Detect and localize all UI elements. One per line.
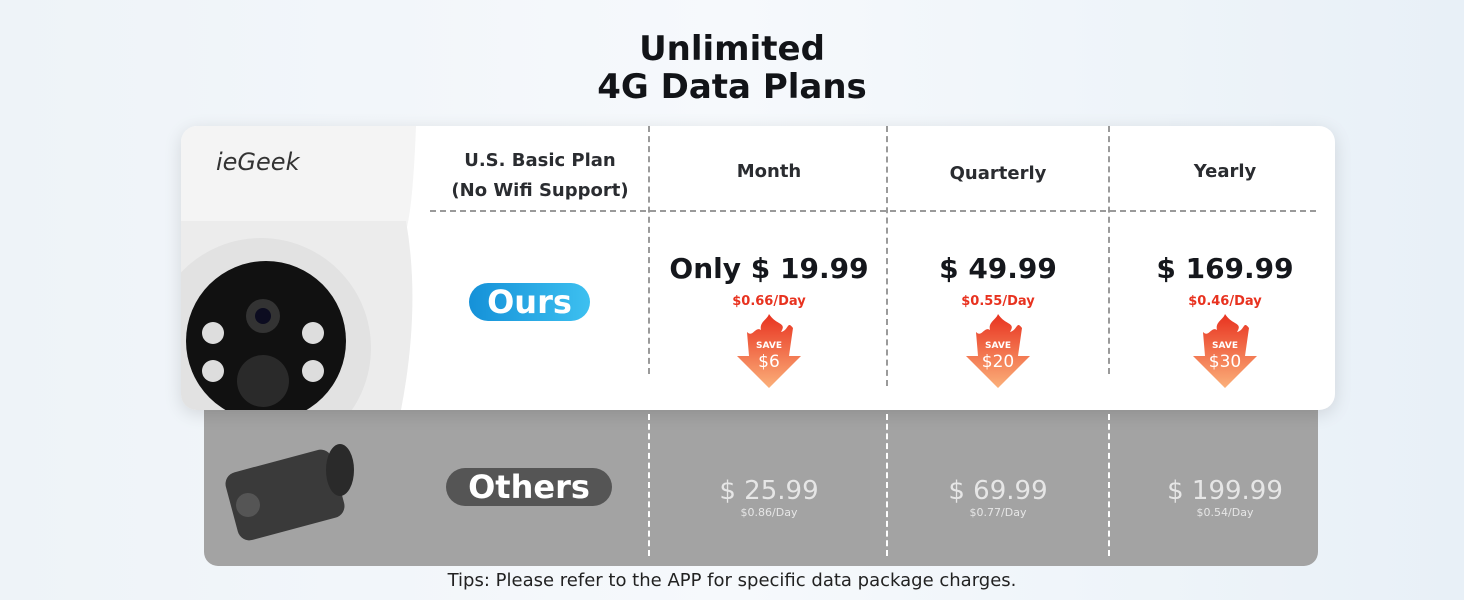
column-divider [648, 126, 650, 374]
column-header-quarterly: Quarterly [949, 163, 1047, 184]
column-divider [648, 414, 650, 556]
flame-arrow-icon [966, 314, 1030, 388]
ours-per-day: $0.66/Day [732, 294, 806, 309]
others-row-panel [204, 400, 1318, 566]
save-badge: SAVE $6 [737, 312, 801, 388]
others-price: $ 69.99 [948, 476, 1048, 506]
ours-price: Only $ 19.99 [669, 252, 869, 285]
header-divider [430, 210, 1316, 212]
save-amount: $20 [981, 352, 1015, 372]
ours-per-day: $0.46/Day [1188, 294, 1262, 309]
others-per-day: $0.77/Day [969, 506, 1027, 519]
tips-note: Tips: Please refer to the APP for specif… [447, 570, 1017, 591]
others-price: $ 199.99 [1167, 476, 1283, 506]
ours-badge: Ours [469, 283, 590, 321]
flame-arrow-icon [737, 314, 801, 388]
save-badge: SAVE $30 [1193, 312, 1257, 388]
page-title: Unlimited 4G Data Plans [597, 29, 867, 107]
save-amount: $6 [758, 352, 780, 372]
column-header-month: Month [736, 161, 802, 182]
others-badge: Others [446, 468, 612, 506]
ours-row-panel: ieGeek [181, 126, 1335, 410]
competitor-camera-image [225, 444, 354, 541]
ours-per-day: $0.55/Day [961, 294, 1035, 309]
others-per-day: $0.54/Day [1196, 506, 1254, 519]
column-divider [886, 414, 888, 556]
column-divider [886, 126, 888, 386]
save-amount: $30 [1208, 352, 1242, 372]
ptz-camera-image [181, 126, 416, 410]
column-divider [1108, 126, 1110, 374]
flame-arrow-icon [1193, 314, 1257, 388]
ours-price: $ 49.99 [939, 252, 1057, 285]
plan-header: U.S. Basic Plan (No Wifi Support) [451, 150, 629, 201]
ours-price: $ 169.99 [1156, 252, 1294, 285]
column-header-yearly: Yearly [1193, 161, 1257, 182]
others-per-day: $0.86/Day [740, 506, 798, 519]
save-badge: SAVE $20 [966, 312, 1030, 388]
brand-logo: ieGeek [216, 148, 300, 176]
column-divider [1108, 414, 1110, 556]
others-price: $ 25.99 [719, 476, 819, 506]
